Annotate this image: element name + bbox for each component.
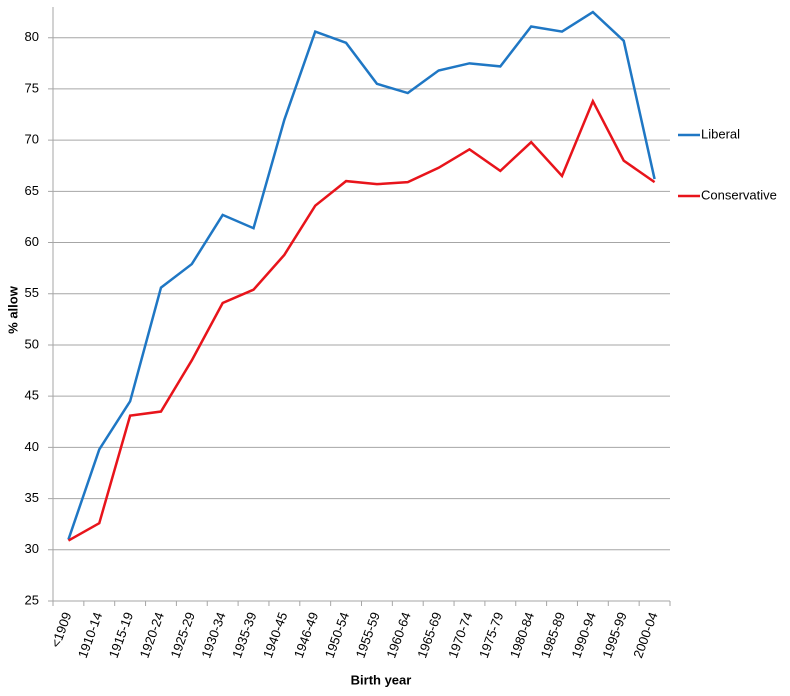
y-tick-label: 65 <box>25 183 39 198</box>
x-tick-label: 1960-64 <box>383 610 413 660</box>
y-tick-label: 60 <box>25 234 39 249</box>
y-axis-label: % allow <box>5 285 20 334</box>
line-series <box>67 10 656 540</box>
x-tick-label: 1990-94 <box>569 610 599 660</box>
y-tick-label: 40 <box>25 439 39 454</box>
y-tick-label: 30 <box>25 541 39 556</box>
x-tick-label: 1980-84 <box>507 610 537 660</box>
x-tick-label: 2000-04 <box>630 610 660 660</box>
y-tick-label: 35 <box>25 490 39 505</box>
y-tick-label: 45 <box>25 388 39 403</box>
x-tick-label: 1970-74 <box>445 610 475 660</box>
legend-label: Conservative <box>701 187 777 202</box>
x-tick-label: 1920-24 <box>137 610 167 660</box>
x-tick-label: 1925-29 <box>167 610 197 660</box>
y-tick-label: 70 <box>25 132 39 147</box>
x-tick-label: 1915-19 <box>106 610 136 660</box>
y-tick-label: 80 <box>25 29 39 44</box>
line-series <box>67 98 656 542</box>
x-tick-label: 1975-79 <box>476 610 506 660</box>
x-tick-label: 1940-45 <box>260 610 290 660</box>
y-tick-label: 75 <box>25 80 39 95</box>
legend-label: Liberal <box>701 126 740 141</box>
y-tick-label: 50 <box>25 336 39 351</box>
x-axis-label: Birth year <box>351 672 412 687</box>
x-tick-label: 1985-89 <box>538 610 568 660</box>
x-tick-label: 1930-34 <box>198 610 228 660</box>
x-tick-label: 1935-39 <box>229 610 259 660</box>
y-tick-label: 25 <box>25 592 39 607</box>
x-tick-label: <1909 <box>48 610 75 649</box>
x-tick-label: 1965-69 <box>414 610 444 660</box>
x-tick-label: 1946-49 <box>291 610 321 660</box>
y-tick-label: 55 <box>25 285 39 300</box>
x-tick-label: 1950-54 <box>322 610 352 660</box>
x-tick-label: 1910-14 <box>75 610 105 660</box>
x-tick-label: 1995-99 <box>599 610 629 660</box>
x-tick-label: 1955-59 <box>353 610 383 660</box>
